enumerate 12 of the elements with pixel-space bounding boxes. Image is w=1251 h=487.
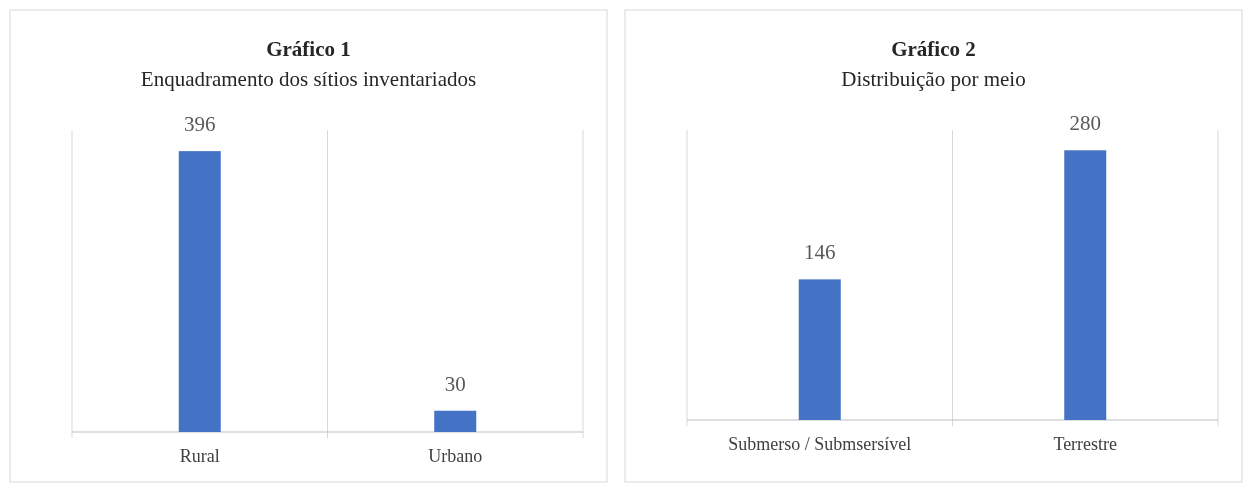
x-tick-label: Terrestre [1053,434,1118,454]
chart-subtitle: Enquadramento dos sítios inventariados [140,67,477,91]
x-tick-label: Urbano [428,446,483,466]
data-label: 30 [444,371,466,396]
x-tick-label: Submerso / Submsersível [728,434,912,454]
data-label: 280 [1069,111,1101,136]
chart-subtitle: Distribuição por meio [841,67,1026,91]
chart-title: Gráfico 1 [266,37,351,61]
data-label: 146 [804,240,836,265]
chart-title: Gráfico 2 [891,37,976,61]
data-label: 396 [184,112,216,137]
x-tick-label: Rural [179,446,220,466]
